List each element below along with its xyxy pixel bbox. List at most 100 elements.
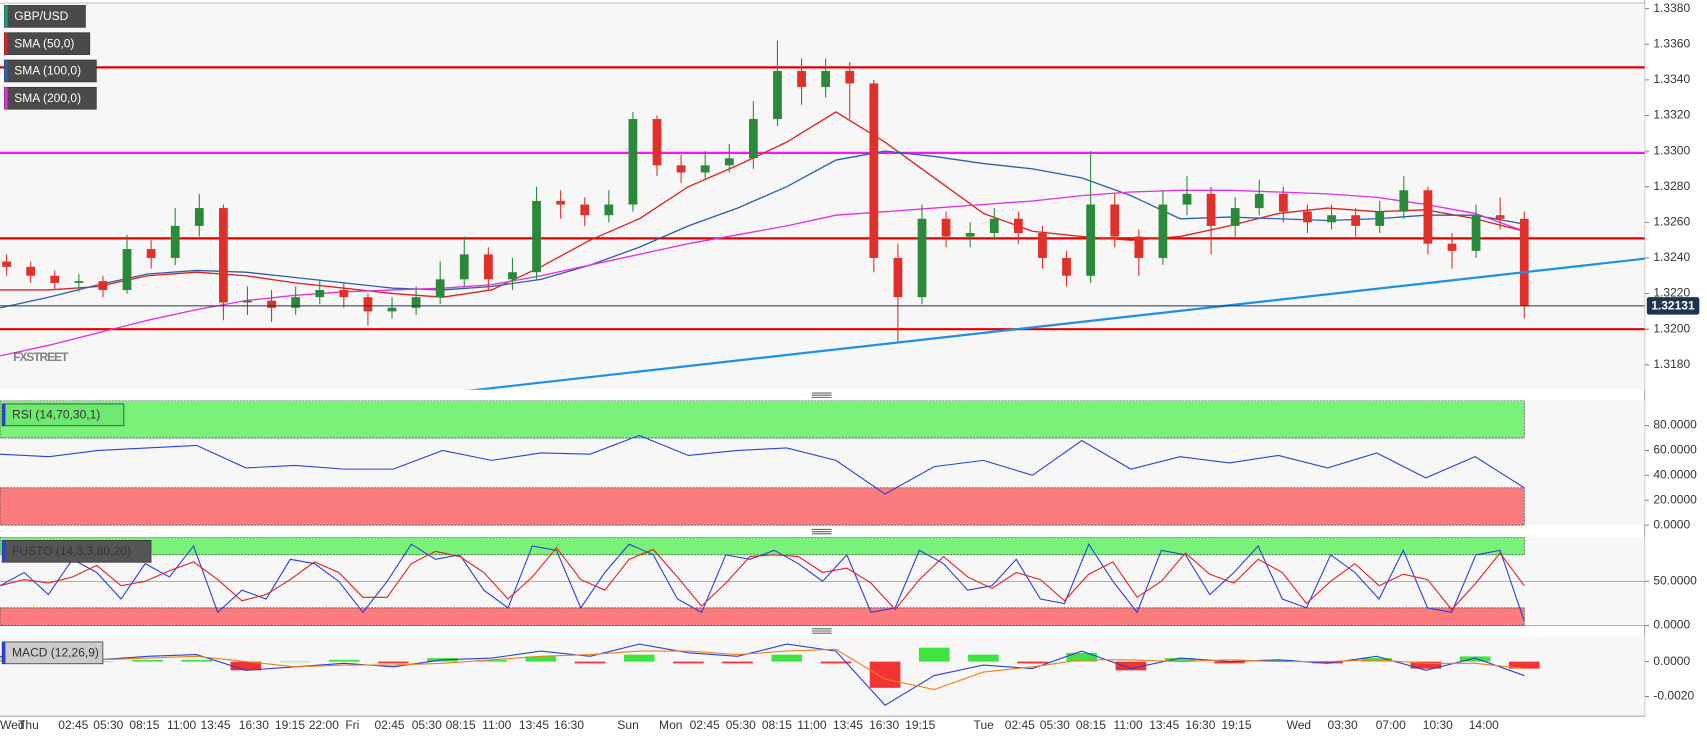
candle-body [556, 200, 566, 205]
x-tick-label: Mon [659, 718, 682, 732]
histogram-bar [820, 661, 852, 664]
watermark: FXSTREET [13, 350, 69, 364]
candle-body [1495, 215, 1505, 219]
candle-body [2, 261, 11, 267]
x-tick-label: 08:15 [129, 718, 159, 732]
panel-plot [0, 400, 1525, 526]
candle-body [1230, 208, 1240, 226]
candle-body [604, 204, 614, 216]
histogram-bar [181, 659, 212, 662]
candle-body [989, 218, 999, 234]
histogram-bar [722, 661, 753, 664]
histogram-bar [918, 647, 950, 662]
candle-body [1206, 193, 1216, 226]
trendline [467, 257, 1645, 390]
y-tick-label: 1.3180 [1653, 357, 1690, 371]
x-tick-label: 13:45 [833, 718, 863, 732]
candle-body [243, 300, 252, 303]
x-tick-label: 16:30 [1185, 718, 1215, 732]
candle-body [1134, 236, 1144, 258]
panel-handle[interactable] [811, 392, 832, 398]
legend-label: SMA (50,0) [14, 36, 74, 50]
candle-body [1278, 193, 1288, 212]
y-tick-label: 1.3380 [1653, 1, 1690, 15]
x-tick-label: Wed [1287, 718, 1312, 732]
legend-label: SMA (200,0) [14, 91, 81, 105]
y-tick-label: 20.0000 [1653, 492, 1697, 506]
candle-body [170, 225, 180, 258]
candle-body [1327, 215, 1336, 223]
candle-body [1062, 257, 1071, 276]
indicator-line [0, 189, 1525, 357]
y-tick-label: 1.3300 [1653, 143, 1690, 157]
zone [0, 537, 1525, 556]
candle-body [267, 300, 276, 308]
y-tick-label: 1.3260 [1653, 215, 1690, 229]
histogram-bar [623, 654, 655, 662]
histogram-bar [1459, 656, 1491, 662]
histogram-bar [968, 654, 999, 662]
x-tick-label: 03:30 [1328, 718, 1358, 732]
x-tick-label: 19:15 [1221, 718, 1251, 732]
x-tick-label: 11:00 [167, 718, 197, 732]
candle-body [50, 275, 60, 283]
candle-body [1399, 190, 1409, 212]
candle-body [676, 165, 686, 173]
panel-handle[interactable] [811, 528, 832, 535]
candle-body [869, 83, 879, 258]
candle-body [628, 119, 638, 205]
legend-swatch [4, 32, 8, 55]
legend-swatch [2, 403, 6, 426]
x-tick-label: 16:30 [554, 718, 584, 732]
x-tick-label: 16:30 [869, 718, 899, 732]
candle-body [315, 290, 325, 298]
panel-plot [0, 40, 1645, 390]
indicator-line [0, 546, 1525, 611]
y-tick-label: 1.3220 [1653, 286, 1690, 300]
y-tick-label: 1.3280 [1653, 179, 1690, 193]
candle-body [652, 119, 662, 166]
candle-body [893, 257, 903, 298]
y-tick-label: 60.0000 [1653, 443, 1697, 457]
histogram-bar [132, 659, 163, 662]
histogram-bar [1312, 661, 1343, 664]
zone [0, 400, 1525, 439]
indicator-line [0, 434, 1525, 495]
histogram-bar [378, 661, 409, 664]
y-tick-label: 1.3340 [1653, 72, 1690, 86]
panel-plot [0, 537, 1525, 626]
candle-body [26, 266, 36, 276]
y-tick-label: 40.0000 [1653, 468, 1697, 482]
x-tick-label: Wed [0, 718, 25, 732]
candle-body [1038, 233, 1047, 258]
x-tick-label: 19:15 [905, 718, 935, 732]
candle-body [845, 70, 855, 84]
x-tick-label: 05:30 [1040, 718, 1070, 732]
candle-body [1447, 243, 1457, 251]
histogram-bar [1066, 652, 1098, 662]
y-tick-label: -0.0020 [1653, 689, 1694, 703]
x-tick-label: 22:00 [309, 718, 339, 732]
last-price-box [1646, 297, 1700, 315]
candle-body [1351, 215, 1361, 226]
candle-body [748, 119, 758, 159]
histogram-bar [1410, 661, 1442, 669]
histogram-bar [1508, 661, 1540, 669]
candle-body [1086, 204, 1096, 276]
x-tick-label: 13:45 [201, 718, 231, 732]
legend-swatch [2, 641, 6, 664]
x-tick-label: 07:00 [1376, 718, 1406, 732]
x-tick-label: 05:30 [726, 718, 756, 732]
candle-body [1303, 211, 1312, 223]
x-tick-label: 16:30 [239, 718, 269, 732]
candle-body [941, 218, 951, 237]
legend-swatch [4, 5, 8, 28]
candle-body [291, 297, 301, 308]
panel-handle[interactable] [811, 628, 832, 634]
candle-body [1013, 218, 1023, 234]
candle-body [194, 208, 204, 226]
histogram-bar [771, 654, 803, 662]
y-tick-label: 1.3360 [1653, 36, 1690, 50]
